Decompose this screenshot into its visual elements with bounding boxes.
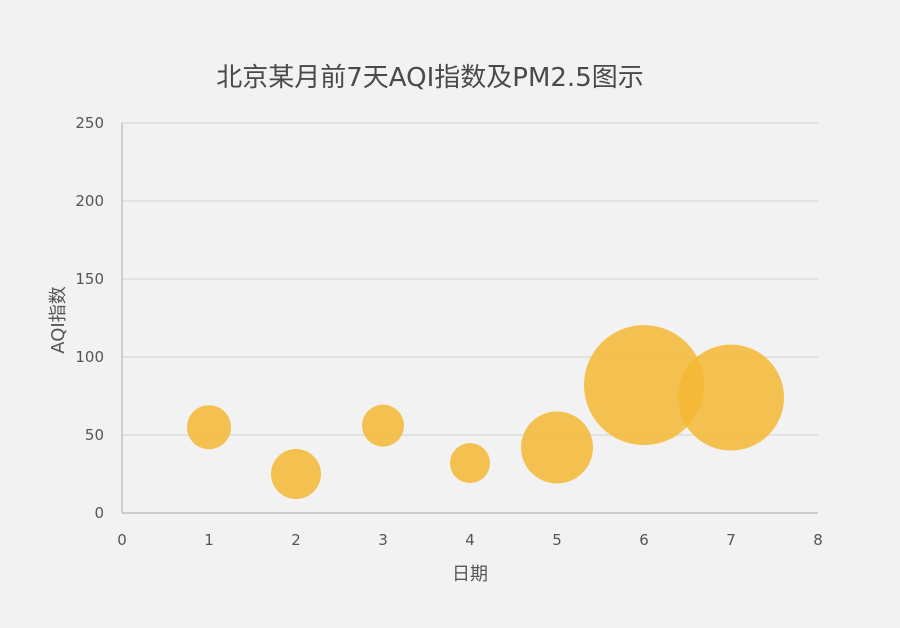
y-tick-label: 0: [94, 504, 104, 522]
bubble-3: [362, 404, 404, 447]
bubble-2: [271, 449, 321, 499]
bubble-6: [584, 325, 704, 446]
bubble-1: [187, 405, 231, 450]
y-tick-label: 100: [75, 348, 104, 366]
x-tick-label: 0: [117, 531, 127, 549]
tick-labels: 0 50 100 150 200 250 0 1 2 3 4 5 6 7 8: [75, 114, 822, 549]
x-tick-label: 1: [204, 531, 214, 549]
x-tick-label: 5: [552, 531, 562, 549]
y-tick-label: 200: [75, 192, 104, 210]
bubble-4: [450, 443, 490, 484]
bubble-7: [678, 344, 784, 451]
y-tick-label: 150: [75, 270, 104, 288]
axes: [121, 123, 818, 514]
x-axis-label: 日期: [452, 564, 488, 585]
x-tick-label: 7: [726, 531, 736, 549]
x-tick-label: 8: [813, 531, 823, 549]
y-tick-label: 250: [75, 114, 104, 132]
bubbles: [187, 325, 784, 499]
x-tick-label: 2: [291, 531, 301, 549]
x-tick-label: 3: [378, 531, 388, 549]
y-axis-label: AQI指数: [48, 286, 69, 353]
chart-title: 北京某月前7天AQI指数及PM2.5图示: [216, 63, 643, 93]
x-tick-label: 4: [465, 531, 475, 549]
bubble-5: [521, 411, 593, 484]
x-tick-label: 6: [639, 531, 649, 549]
y-tick-label: 50: [85, 426, 104, 444]
